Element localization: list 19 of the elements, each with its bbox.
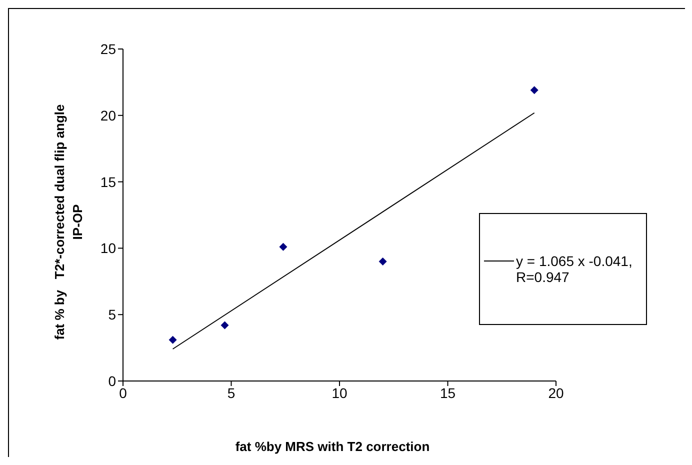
point [530, 86, 538, 94]
y-tick-label: 15 [100, 174, 116, 190]
y-axis-title: fat % by T2*-corrected dual flip angle IP-OP [51, 104, 86, 340]
x-tick-label: 0 [119, 384, 128, 401]
point [279, 242, 288, 251]
x-axis-title: fat %by MRS with T2 correction [234, 439, 431, 454]
y-tick-label: 25 [100, 40, 116, 57]
x-tick-label: 15 [440, 384, 456, 401]
x-tick-label: 20 [548, 384, 564, 401]
y-tick-label: 10 [100, 240, 116, 256]
x-tick-label: 10 [332, 384, 348, 401]
legend-label: y = 1.065 x -0.041, R=0.947 [516, 253, 634, 285]
point [168, 336, 177, 344]
y-tick-label: 5 [108, 306, 116, 323]
point [220, 321, 229, 330]
y-tick-label: 20 [100, 107, 116, 124]
x-tick-label: 5 [227, 384, 236, 401]
y-tick-label: 0 [108, 372, 116, 389]
point [378, 257, 387, 266]
